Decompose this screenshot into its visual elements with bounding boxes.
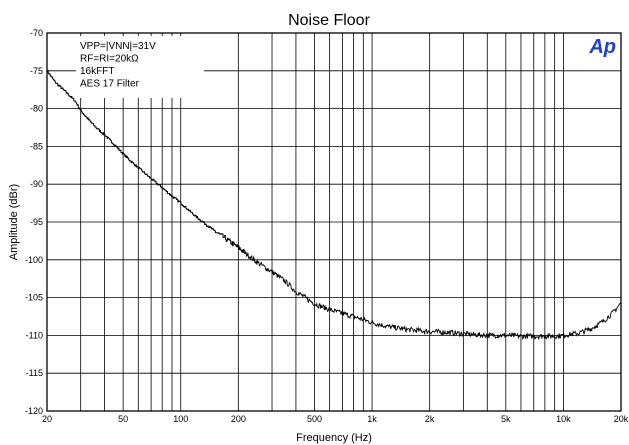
x-tick-label: 500 <box>307 414 322 424</box>
x-tick-label: 20k <box>614 414 629 424</box>
x-tick-label: 100 <box>173 414 188 424</box>
y-tick-label: -70 <box>30 28 43 38</box>
y-tick-label: -75 <box>30 66 43 76</box>
chart-title: Noise Floor <box>288 12 370 29</box>
annotation-box <box>76 36 204 98</box>
y-tick-label: -120 <box>25 406 43 416</box>
x-tick-label: 10k <box>556 414 571 424</box>
annotation-line: RF=RI=20kΩ <box>80 54 139 65</box>
y-tick-label: -80 <box>30 104 43 114</box>
y-tick-label: -110 <box>26 330 43 340</box>
y-tick-label: -95 <box>30 217 43 227</box>
y-tick-label: -105 <box>25 293 43 303</box>
x-tick-label: 1k <box>367 414 377 424</box>
y-tick-label: -85 <box>30 141 43 151</box>
ap-logo: Ap <box>588 36 616 58</box>
x-axis-label: Frequency (Hz) <box>296 432 372 444</box>
annotation-line: 16kFFT <box>80 66 114 77</box>
y-tick-label: -115 <box>26 368 43 378</box>
x-tick-label: 20 <box>42 414 52 424</box>
y-tick-label: -100 <box>25 255 43 265</box>
plot-frame <box>46 32 622 412</box>
annotation-line: AES 17 Filter <box>80 79 140 90</box>
annotation-line: VPP=|VNN|=31V <box>80 41 156 52</box>
x-tick-labels: 20 50 100 200 500 1k 2k 5k 10k 20k <box>42 414 629 424</box>
x-tick-label: 5k <box>501 414 511 424</box>
y-tick-label: -90 <box>30 179 43 189</box>
y-tick-labels: -70 -75 -80 -85 -90 -95 -100 -105 -110 -115 -120 <box>25 28 43 416</box>
x-tick-label: 200 <box>231 414 246 424</box>
x-tick-label: 2k <box>425 414 435 424</box>
x-tick-label: 50 <box>118 414 128 424</box>
y-axis-label: Amplitude (dBr) <box>8 184 20 260</box>
noise-floor-line <box>47 70 622 341</box>
